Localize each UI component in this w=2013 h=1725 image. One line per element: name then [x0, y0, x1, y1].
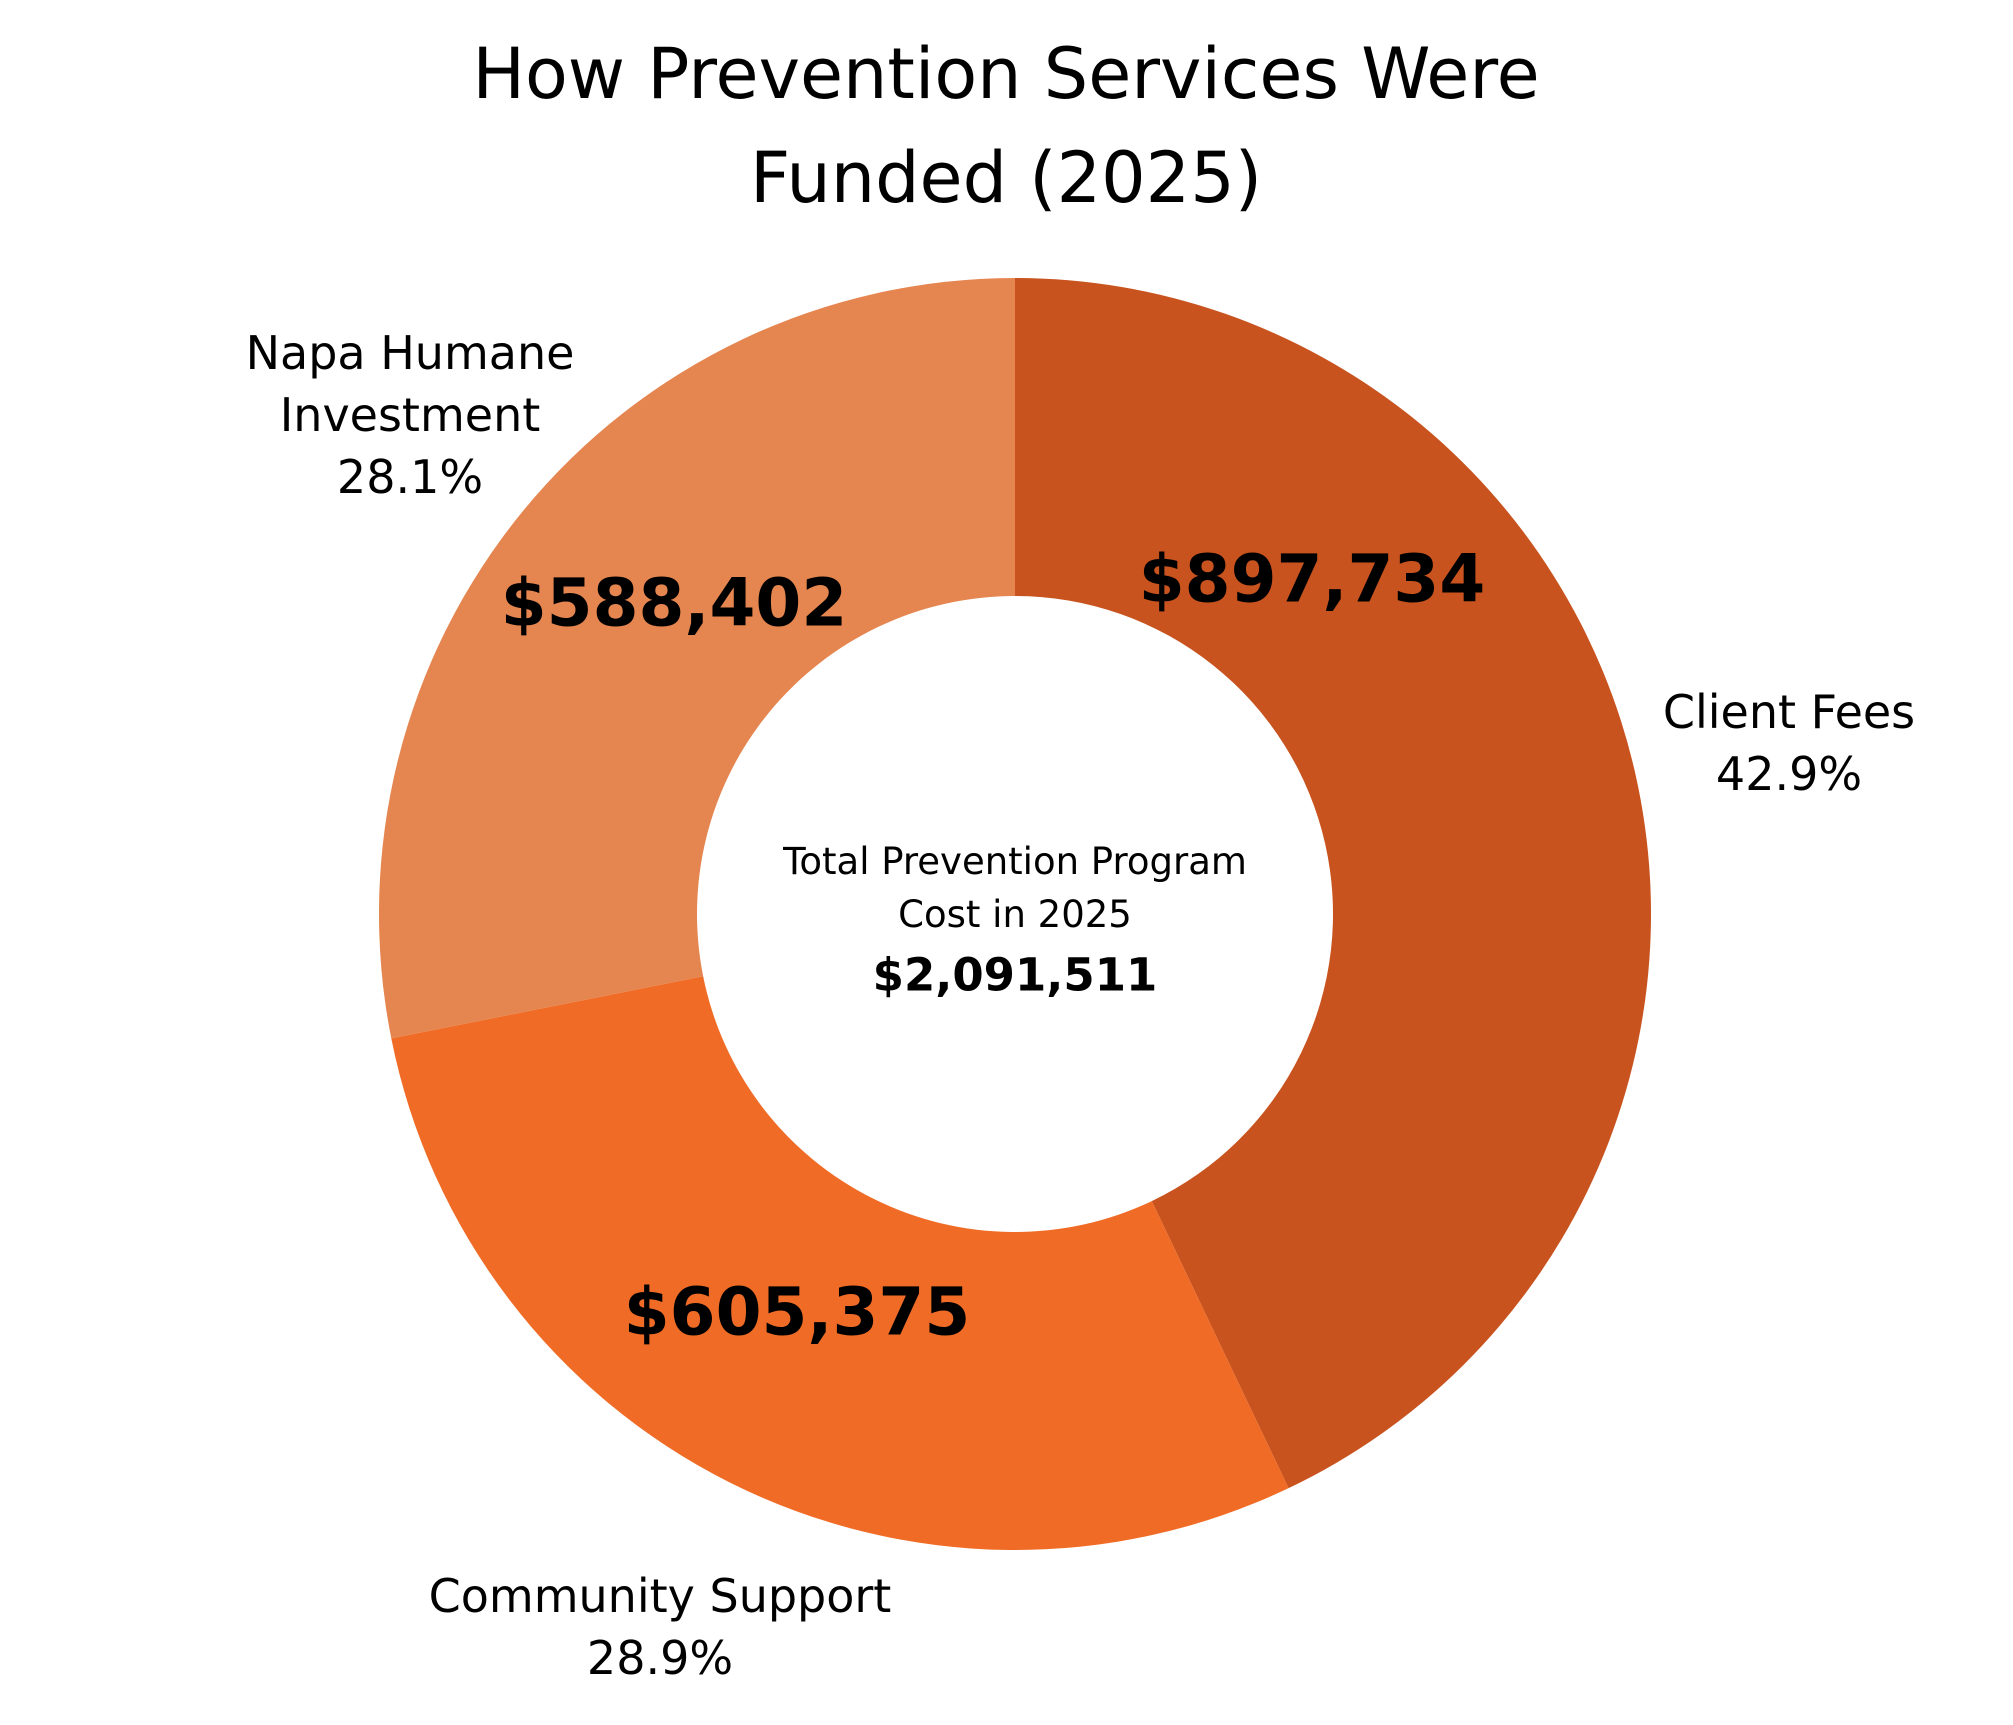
category-label: Community Support: [428, 1569, 892, 1623]
chart-title: How Prevention Services Were Funded (202…: [472, 33, 1540, 219]
value-label: $897,734: [1138, 540, 1486, 618]
percent-label: 28.1%: [336, 450, 484, 504]
donut-slice: [391, 976, 1289, 1550]
category-label: Napa Humane Investment: [245, 326, 575, 442]
value-label: $605,375: [623, 1273, 971, 1351]
slice-label: Client Fees 42.9%: [1609, 681, 1969, 805]
center-label: Total Prevention Program Cost in 2025: [783, 840, 1247, 936]
total-label: $2,091,511: [872, 948, 1158, 1002]
donut-slice: [1015, 278, 1651, 1489]
category-label: Client Fees: [1662, 685, 1916, 739]
donut-slice: [379, 278, 1015, 1039]
percent-label: 28.9%: [586, 1631, 734, 1685]
percent-label: 42.9%: [1715, 747, 1863, 801]
slice-label: Community Support 28.9%: [380, 1565, 940, 1689]
slice-label: Napa Humane Investment 28.1%: [200, 322, 620, 508]
value-label: $588,402: [500, 564, 848, 642]
